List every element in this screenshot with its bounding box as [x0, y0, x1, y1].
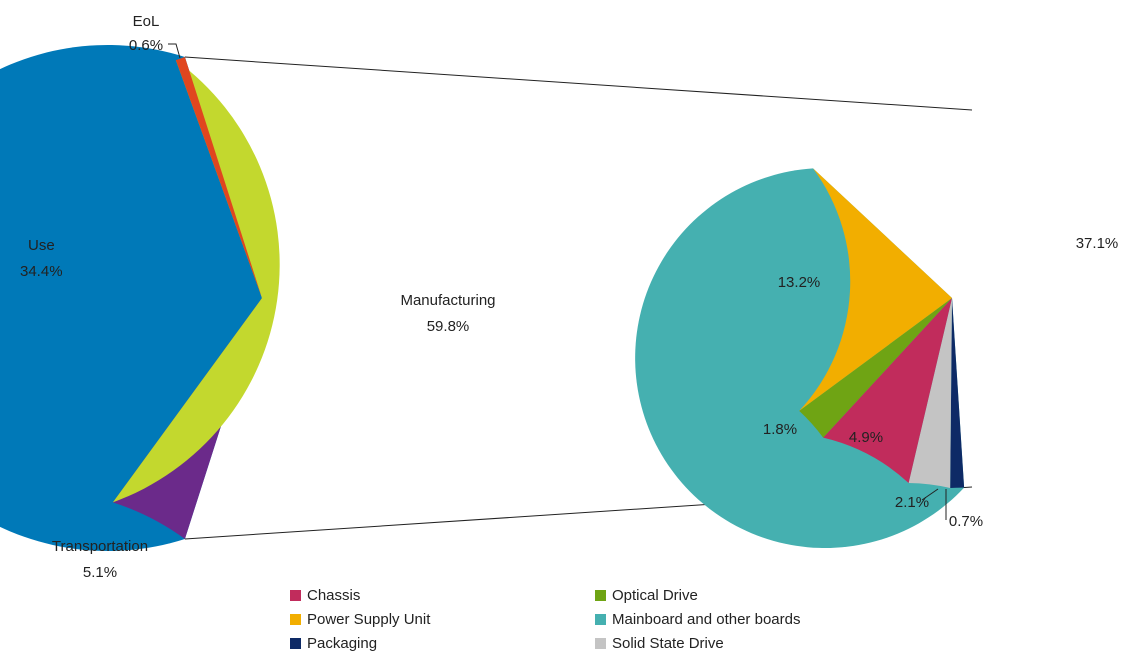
legend-item-packaging: Packaging [290, 633, 377, 653]
legend-swatch [595, 613, 606, 625]
legend: Chassis Optical Drive Power Supply Unit … [290, 585, 910, 655]
slice-packaging [950, 298, 965, 488]
label-use-value: 34.4% [20, 263, 63, 280]
label-manufacturing-name: Manufacturing [400, 292, 495, 309]
legend-item-solid-state-drive: Solid State Drive [595, 633, 724, 653]
legend-label: Optical Drive [612, 586, 698, 604]
label-mainboard-value: 37.1% [1076, 235, 1119, 252]
label-optical-drive-value: 1.8% [763, 421, 797, 438]
label-psu-value: 13.2% [778, 274, 821, 291]
legend-item-chassis: Chassis [290, 585, 360, 605]
label-use-name: Use [28, 237, 55, 254]
legend-swatch [290, 637, 301, 649]
legend-item-power-supply-unit: Power Supply Unit [290, 609, 430, 629]
connector-line-top [184, 56, 973, 111]
legend-label: Packaging [307, 634, 378, 652]
label-eol-value: 0.6% [129, 37, 163, 54]
label-eol-name: EoL [133, 13, 160, 30]
legend-label: Mainboard and other boards [612, 610, 801, 628]
legend-item-mainboard: Mainboard and other boards [595, 609, 800, 629]
legend-swatch [290, 589, 301, 601]
slice-solid-state-drive [908, 298, 952, 488]
breakdown-pie [635, 168, 965, 549]
legend-label: Solid State Drive [612, 634, 724, 652]
legend-label: Power Supply Unit [307, 610, 431, 628]
slice-use [112, 60, 280, 503]
leader-line-ssd [921, 488, 939, 501]
legend-item-optical-drive: Optical Drive [595, 585, 698, 605]
label-manufacturing-value: 59.8% [427, 318, 470, 335]
label-packaging-value: 0.7% [949, 513, 983, 530]
slice-optical-drive [799, 298, 952, 438]
main-pie [0, 45, 280, 551]
slice-power-supply-unit [799, 168, 952, 411]
label-chassis-value: 4.9% [849, 429, 883, 446]
data-labels: Manufacturing 59.8% Transportation 5.1% Use 3… [20, 13, 1118, 581]
legend-swatch [595, 589, 606, 601]
legend-swatch [290, 613, 301, 625]
slice-chassis [823, 298, 952, 483]
label-transportation-name: Transportation [52, 538, 148, 555]
leader-line-eol [168, 43, 181, 59]
label-ssd-value: 2.1% [895, 494, 929, 511]
legend-swatch [595, 637, 606, 649]
legend-label: Chassis [307, 586, 361, 604]
slice-eol [175, 57, 262, 298]
label-transportation-value: 5.1% [83, 564, 117, 581]
